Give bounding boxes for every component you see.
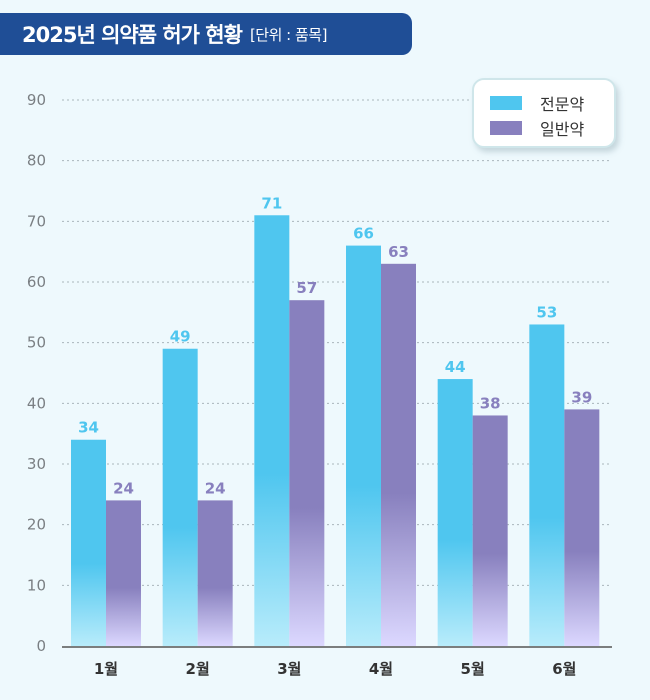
data-label: 44	[445, 358, 466, 376]
y-tick-label: 30	[27, 455, 46, 473]
legend-item-otc: 일반약	[490, 115, 614, 140]
legend-item-prescription: 전문약	[490, 90, 614, 115]
data-label: 66	[353, 225, 374, 243]
chart-title: 2025년 의약품 허가 현황	[22, 23, 243, 47]
bar-otc	[197, 500, 233, 646]
legend-swatch-otc	[490, 120, 522, 135]
bar-prescription	[71, 439, 106, 646]
bar-prescription	[529, 324, 565, 646]
x-tick-label: 1월	[94, 660, 118, 678]
chart-unit-label: [단위 : 품목]	[249, 25, 328, 44]
y-axis-ticks: 0 10 20 30 40 50 60 70 80 90	[27, 91, 46, 655]
bar-prescription	[346, 245, 381, 646]
data-label: 39	[571, 388, 592, 406]
bar-otc	[472, 415, 508, 646]
x-axis-ticks: 1월 2월 3월 4월 5월 6월	[94, 660, 577, 678]
x-tick-label: 3월	[277, 660, 301, 678]
bar-prescription	[162, 348, 198, 646]
grid-lines	[62, 99, 612, 648]
legend-label-otc: 일반약	[540, 119, 585, 139]
x-tick-label: 2월	[186, 660, 210, 678]
data-label: 63	[388, 243, 409, 261]
chart-title-banner: 2025년 의약품 허가 현황 [단위 : 품목]	[0, 13, 412, 55]
bar-otc	[564, 409, 600, 646]
y-tick-label: 10	[27, 576, 46, 594]
y-tick-label: 50	[27, 334, 46, 352]
bar-otc	[289, 300, 325, 646]
data-labels: 34 24 49 24 71 57 66 63 44 38 53 39	[78, 194, 592, 497]
data-label: 24	[113, 479, 134, 497]
bar-prescription	[254, 215, 290, 646]
bars	[71, 215, 600, 646]
bar-otc	[381, 263, 416, 646]
data-label: 34	[78, 419, 99, 437]
data-label: 38	[480, 394, 501, 412]
y-tick-label: 60	[27, 273, 46, 291]
y-tick-label: 0	[36, 637, 46, 655]
data-label: 24	[205, 479, 226, 497]
x-tick-label: 4월	[369, 660, 393, 678]
bar-prescription	[437, 379, 473, 646]
legend: 전문약 일반약	[472, 78, 616, 148]
legend-swatch-prescription	[490, 95, 522, 110]
bar-otc	[106, 500, 141, 646]
y-tick-label: 80	[27, 152, 46, 170]
data-label: 49	[170, 328, 191, 346]
y-tick-label: 70	[27, 212, 46, 230]
x-tick-label: 6월	[552, 660, 576, 678]
y-tick-label: 90	[27, 91, 46, 109]
x-tick-label: 5월	[461, 660, 485, 678]
data-label: 53	[536, 303, 557, 321]
legend-label-prescription: 전문약	[540, 94, 585, 114]
y-tick-label: 20	[27, 516, 46, 534]
y-tick-label: 40	[27, 394, 46, 412]
data-label: 57	[296, 279, 317, 297]
data-label: 71	[261, 194, 282, 212]
